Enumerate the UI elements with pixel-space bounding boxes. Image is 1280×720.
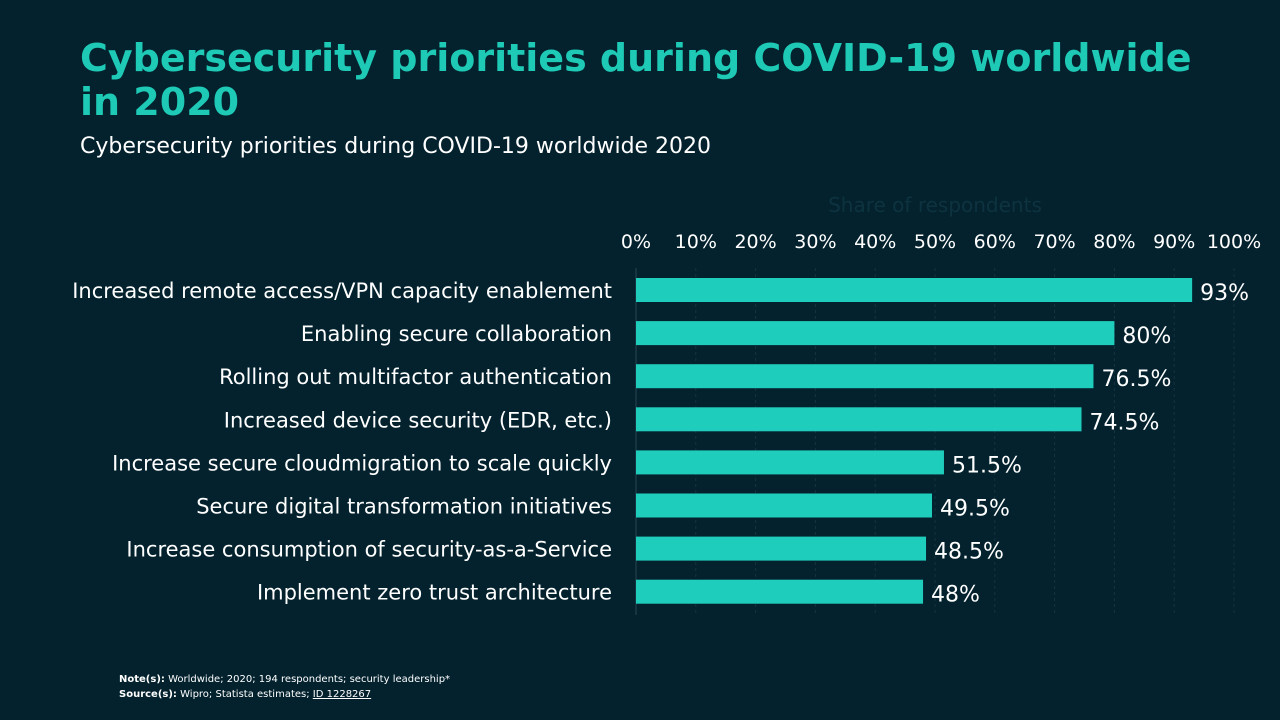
x-tick-label: 20%	[734, 231, 776, 253]
data-label: 76.5%	[1101, 367, 1171, 392]
category-label: Increase consumption of security-as-a-Se…	[126, 538, 612, 562]
x-tick-label: 10%	[675, 231, 717, 253]
category-label: Enabling secure collaboration	[301, 322, 612, 346]
x-tick-label: 70%	[1033, 231, 1075, 253]
x-tick-label: 80%	[1093, 231, 1135, 253]
bar	[636, 321, 1115, 346]
data-label: 74.5%	[1090, 410, 1160, 435]
x-tick-label: 60%	[974, 231, 1016, 253]
x-axis-title: Share of respondents	[828, 193, 1042, 217]
note-text: Worldwide; 2020; 194 respondents; securi…	[168, 674, 451, 685]
category-label: Implement zero trust architecture	[257, 581, 612, 605]
x-tick-label: 30%	[794, 231, 836, 253]
data-label: 48%	[931, 583, 980, 608]
category-label: Secure digital transformation initiative…	[196, 495, 612, 519]
bar	[636, 278, 1193, 302]
data-label: 48.5%	[934, 540, 1004, 565]
chart-subtitle: Cybersecurity priorities during COVID-19…	[80, 134, 712, 159]
category-label: Increase secure cloudmigration to scale …	[112, 451, 612, 475]
notes: Note(s): Worldwide; 2020; 194 respondent…	[119, 672, 450, 702]
bar	[636, 407, 1082, 432]
note-label: Note(s):	[119, 674, 165, 685]
data-label: 93%	[1200, 281, 1249, 306]
category-label: Increased device security (EDR, etc.)	[224, 408, 612, 432]
chart-title: Cybersecurity priorities during COVID-19…	[80, 36, 1192, 124]
source-label: Source(s):	[119, 689, 177, 700]
source-text: Wipro; Statista estimates;	[180, 689, 310, 700]
data-label: 80%	[1122, 324, 1171, 349]
bar	[636, 536, 927, 561]
x-tick-label: 50%	[914, 231, 956, 253]
data-label: 51.5%	[952, 453, 1022, 478]
data-label: 49.5%	[940, 497, 1010, 522]
x-tick-label: 100%	[1207, 231, 1261, 253]
bar	[636, 364, 1094, 389]
x-tick-label: 90%	[1153, 231, 1195, 253]
x-tick-label: 0%	[621, 231, 651, 253]
category-label: Rolling out multifactor authentication	[219, 365, 612, 389]
bar	[636, 579, 924, 604]
bar	[636, 493, 933, 518]
source-id-link[interactable]: ID 1228267	[312, 689, 372, 700]
bar	[636, 450, 944, 475]
category-label: Increased remote access/VPN capacity ena…	[72, 279, 612, 303]
x-tick-label: 40%	[854, 231, 896, 253]
